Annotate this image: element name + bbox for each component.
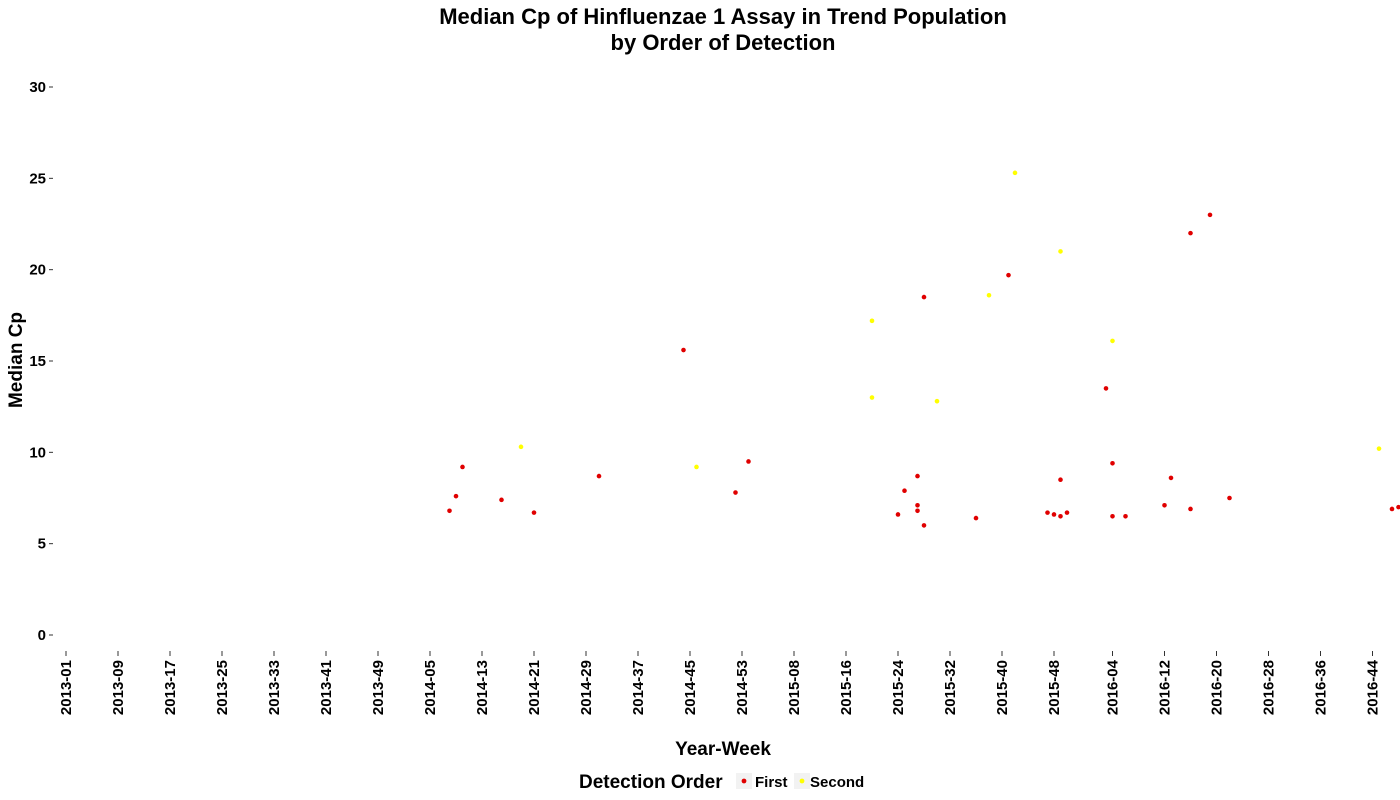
data-point-first [915,473,920,479]
data-point-first [681,347,686,353]
data-point-first [499,497,504,503]
y-tick-label: 10 [29,444,46,461]
x-tick-label: 2014-29 [578,660,595,715]
x-tick-label: 2016-04 [1105,659,1122,715]
x-tick-label: 2016-12 [1157,660,1174,715]
data-point-first [1389,506,1395,512]
chart-title-line-2: by Order of Detection [611,30,836,55]
y-tick-label: 25 [29,170,46,187]
x-tick-label: 2016-28 [1261,660,1278,715]
x-axis-title: Year-Week [675,739,771,760]
data-point-first [1162,503,1167,508]
x-tick-label: 2013-09 [110,660,127,715]
legend-marker-second [799,778,805,784]
data-point-first [921,294,927,300]
data-point-first [1006,272,1011,278]
data-point-first [973,515,979,521]
data-point-first [1188,506,1193,512]
x-tick-label: 2016-36 [1313,660,1330,715]
data-point-first [596,473,602,479]
data-point-first [1227,495,1232,501]
data-point-second [518,444,524,450]
data-point-first [1188,230,1193,236]
legend: Detection Order First Second [579,772,864,793]
data-point-first [1058,477,1063,483]
y-tick-label: 15 [29,353,46,370]
data-point-first [746,459,751,464]
data-points [447,170,1400,528]
x-tick-label: 2013-17 [162,660,179,715]
x-tick-label: 2015-08 [786,660,803,715]
data-point-second [986,292,992,298]
x-tick-label: 2016-20 [1209,660,1226,715]
x-tick-label: 2015-32 [942,660,959,715]
data-point-first [733,490,738,495]
x-tick-label: 2014-13 [474,660,491,715]
x-tick-label: 2015-16 [838,660,855,715]
data-point-first [915,503,920,508]
x-tick-label: 2013-01 [58,660,75,715]
data-point-first [447,508,452,514]
x-tick-label: 2014-45 [682,660,699,715]
legend-label-first: First [755,774,788,791]
data-point-first [1103,386,1109,391]
data-point-first [453,493,459,499]
data-point-first [1168,475,1174,481]
y-tick-label: 30 [29,79,46,96]
legend-title: Detection Order [579,772,723,793]
x-tick-label: 2015-24 [890,659,907,715]
data-point-first [895,512,901,517]
y-axis-title: Median Cp [6,312,27,408]
data-point-second [1058,249,1063,254]
x-tick-label: 2013-33 [266,660,283,715]
x-tick-label: 2014-37 [630,660,647,715]
data-point-first [1058,513,1063,519]
data-point-first [1207,212,1213,218]
x-tick-label: 2013-25 [214,660,231,715]
data-point-second [869,395,875,400]
data-point-first [531,510,537,515]
x-tick-label: 2014-21 [526,660,543,715]
data-point-second [1110,338,1115,344]
x-tick-label: 2014-05 [422,660,439,715]
data-point-first [921,523,927,528]
data-point-first [1396,504,1400,510]
x-tick-label: 2014-53 [734,660,751,715]
chart-title-line-1: Median Cp of Hinfluenzae 1 Assay in Tren… [439,4,1007,29]
data-point-first [1045,510,1050,515]
x-tick-label: 2013-49 [370,660,387,715]
x-axis: 2013-01 2013-09 2013-17 2013-25 2013-33 2013-… [58,651,1382,715]
data-point-first [902,488,907,493]
x-tick-label: 2013-41 [318,660,335,715]
legend-marker-first [741,778,747,784]
data-point-second [1012,170,1018,176]
data-point-second [869,318,875,324]
data-point-first [1064,510,1070,515]
data-point-first [1110,460,1115,466]
data-point-first [915,508,920,514]
y-tick-label: 20 [29,262,46,279]
data-point-first [1051,512,1057,517]
x-tick-label: 2015-40 [994,660,1011,715]
y-axis: 0 5 10 15 20 25 30 [29,79,53,644]
data-point-second [1376,446,1382,451]
data-point-second [934,398,940,404]
y-tick-label: 0 [38,627,46,644]
x-tick-label: 2015-48 [1046,660,1063,715]
y-tick-label: 5 [38,536,46,553]
data-point-first [1110,513,1115,519]
data-point-second [694,464,699,470]
data-point-first [460,464,465,470]
legend-label-second: Second [810,774,864,791]
data-point-first [1123,513,1128,519]
x-tick-label: 2016-44 [1365,659,1382,715]
